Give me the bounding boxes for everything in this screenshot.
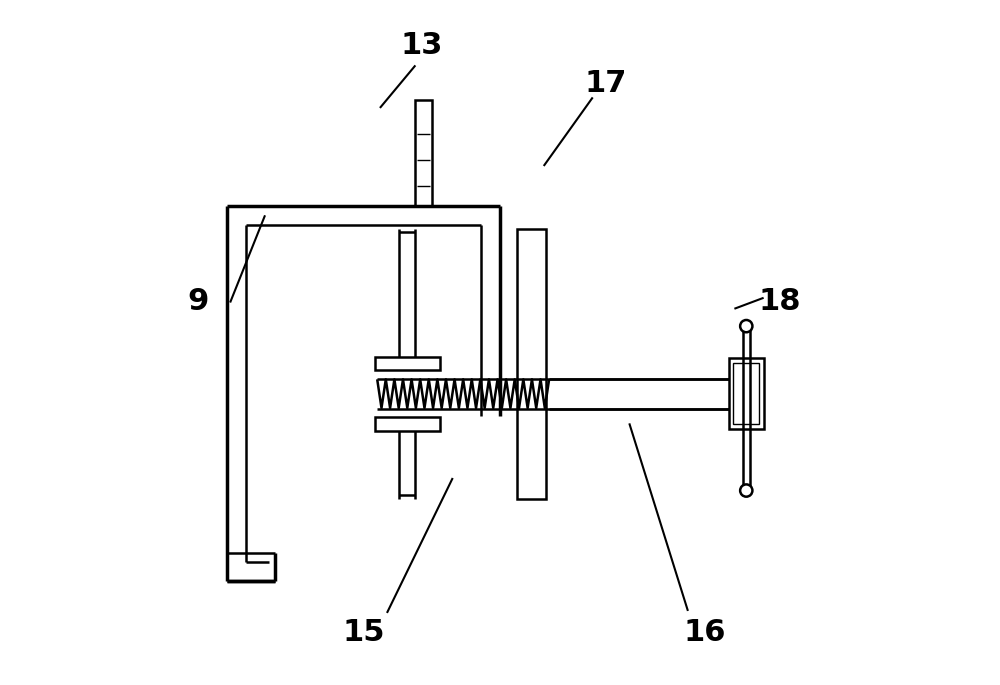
Text: 15: 15 (342, 618, 385, 647)
Text: 17: 17 (585, 68, 627, 98)
Text: 9: 9 (188, 287, 209, 316)
Bar (729, 358, 764, 429)
Bar (375, 417, 440, 430)
Circle shape (740, 320, 752, 332)
Text: 18: 18 (758, 287, 801, 316)
Bar (375, 357, 440, 371)
Bar (517, 229, 546, 499)
Text: 13: 13 (400, 32, 443, 60)
Bar (743, 329, 750, 489)
Bar (733, 363, 759, 425)
Circle shape (740, 484, 752, 497)
Bar (415, 100, 432, 206)
Text: 16: 16 (683, 618, 726, 647)
